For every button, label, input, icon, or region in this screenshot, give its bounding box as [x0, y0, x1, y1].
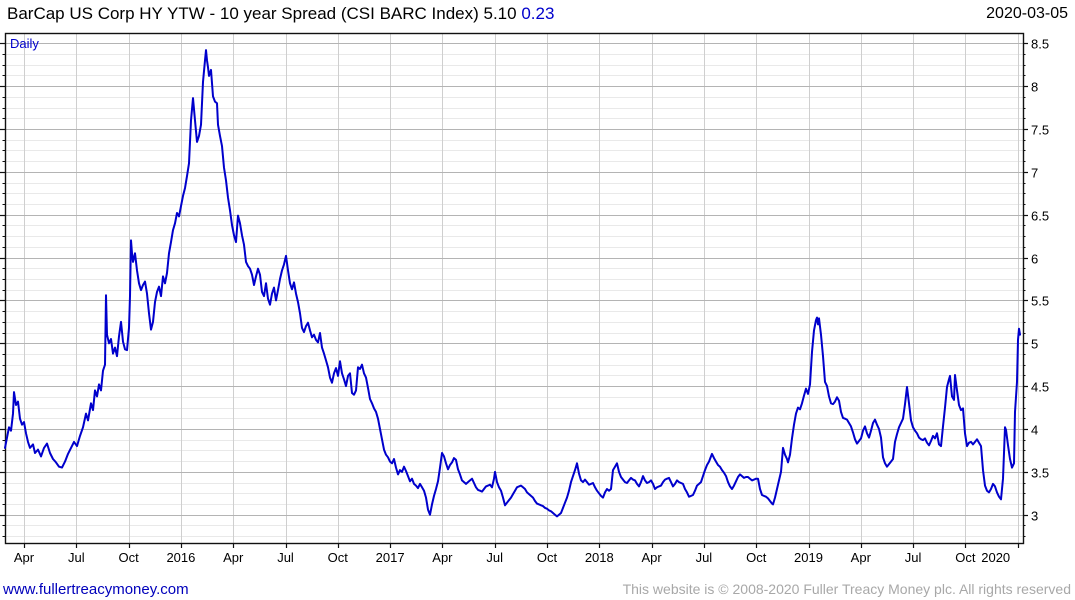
change-value: 0.23: [521, 4, 555, 23]
x-axis-label: 2019: [794, 550, 823, 565]
x-axis-label: Jul: [68, 550, 85, 565]
as-of-date: 2020-03-05: [986, 5, 1068, 22]
y-axis-label: 3: [1031, 509, 1038, 524]
x-axis-label: Jul: [905, 550, 922, 565]
x-axis-label: Jul: [486, 550, 503, 565]
x-axis-label: 2016: [166, 550, 195, 565]
y-axis-label: 7.5: [1031, 123, 1049, 138]
chart-title: BarCap US Corp HY YTW - 10 year Spread (…: [7, 4, 554, 24]
x-axis-label: Oct: [118, 550, 139, 565]
x-axis-label: 2017: [376, 550, 405, 565]
x-axis-label: Oct: [955, 550, 976, 565]
plot-frame: [4, 32, 1025, 545]
y-axis-label: 5: [1031, 337, 1038, 352]
website-link[interactable]: www.fullertreacymoney.com: [3, 581, 189, 598]
spread-line-series: [4, 49, 1021, 518]
x-axis-label: 2018: [585, 550, 614, 565]
chart-footer: www.fullertreacymoney.com This website i…: [0, 578, 1075, 598]
y-axis-label: 4.5: [1031, 380, 1049, 395]
x-axis-label: Oct: [746, 550, 767, 565]
x-axis-label: Apr: [851, 550, 872, 565]
chart-header: BarCap US Corp HY YTW - 10 year Spread (…: [0, 0, 1075, 30]
x-axis-label: Jul: [277, 550, 294, 565]
y-axis-label: 6: [1031, 252, 1038, 267]
x-axis-label: Apr: [223, 550, 244, 565]
frequency-label: Daily: [10, 36, 39, 51]
y-axis-label: 5.5: [1031, 294, 1049, 309]
y-axis-label: 7: [1031, 166, 1038, 181]
x-axis-label: Oct: [328, 550, 349, 565]
x-axis-label: Apr: [14, 550, 35, 565]
y-axis-label: 8: [1031, 80, 1038, 95]
y-axis-label: 3.5: [1031, 466, 1049, 481]
x-axis-label: 2020: [981, 550, 1010, 565]
copyright-text: This website is © 2008-2020 Fuller Treac…: [622, 581, 1071, 597]
x-axis-label: Jul: [696, 550, 713, 565]
x-axis-label: Apr: [641, 550, 662, 565]
chart-title-text: BarCap US Corp HY YTW - 10 year Spread (…: [7, 4, 517, 23]
y-axis-label: 4: [1031, 423, 1038, 438]
x-axis-label: Oct: [537, 550, 558, 565]
y-axis-label: 6.5: [1031, 209, 1049, 224]
x-axis-label: Apr: [432, 550, 453, 565]
y-axis-label: 8.5: [1031, 37, 1049, 52]
